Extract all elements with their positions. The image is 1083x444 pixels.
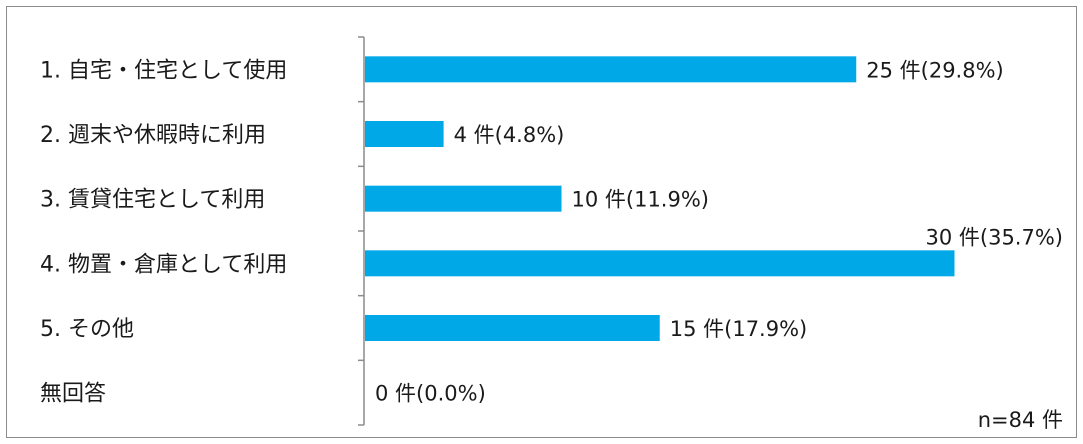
- bar: [365, 56, 857, 83]
- data-label: 15 件(17.9%): [670, 317, 808, 341]
- category-label: 2. 週末や休暇時に利用: [40, 123, 266, 148]
- data-label: 0 件(0.0%): [375, 382, 486, 406]
- chart-frame: 1. 自宅・住宅として使用 2. 週末や休暇時に利用 3. 賃貸住宅として利用 4. …: [6, 6, 1077, 438]
- category-label: 1. 自宅・住宅として使用: [40, 58, 287, 83]
- category-label: 5. その他: [40, 317, 134, 342]
- data-label: 10 件(11.9%): [572, 188, 710, 212]
- data-label: 4 件(4.8%): [454, 123, 565, 147]
- bar: [365, 250, 955, 277]
- bar-chart: 1. 自宅・住宅として使用 2. 週末や休暇時に利用 3. 賃貸住宅として利用 4. …: [40, 36, 1063, 432]
- sample-size-note: n=84 件: [978, 408, 1063, 432]
- bar: [365, 185, 562, 212]
- bar-series: [365, 56, 955, 341]
- bar: [365, 315, 660, 341]
- data-labels: 25 件(29.8%) 4 件(4.8%) 10 件(11.9%) 30 件(35.7…: [375, 58, 1063, 405]
- data-label: 25 件(29.8%): [866, 58, 1004, 82]
- category-label: 4. 物置・倉庫として利用: [40, 252, 287, 277]
- category-labels: 1. 自宅・住宅として使用 2. 週末や休暇時に利用 3. 賃貸住宅として利用 4. …: [40, 58, 287, 406]
- category-label: 3. 賃貸住宅として利用: [40, 188, 265, 213]
- category-label: 無回答: [40, 382, 106, 407]
- data-label: 30 件(35.7%): [926, 225, 1064, 249]
- category-axis: [358, 36, 365, 426]
- bar: [365, 121, 444, 147]
